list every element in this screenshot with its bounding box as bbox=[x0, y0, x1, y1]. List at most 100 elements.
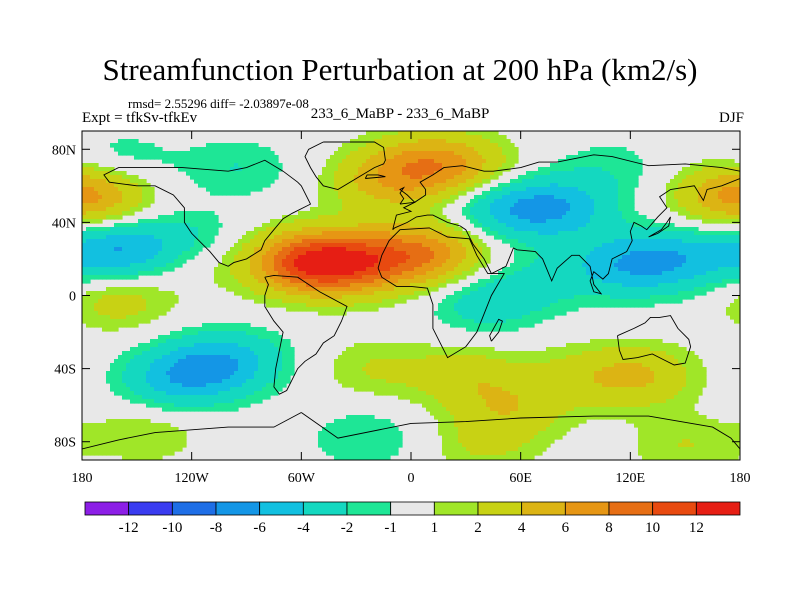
field-cell bbox=[702, 187, 707, 192]
field-cell bbox=[590, 171, 595, 176]
field-cell bbox=[330, 219, 335, 224]
field-cell bbox=[614, 259, 619, 264]
field-cell bbox=[382, 283, 387, 288]
field-cell bbox=[338, 183, 343, 188]
field-cell bbox=[482, 175, 487, 180]
field-cell bbox=[722, 195, 727, 200]
field-cell bbox=[86, 235, 91, 240]
field-cell bbox=[146, 263, 151, 268]
field-cell bbox=[402, 287, 407, 292]
field-cell bbox=[550, 187, 555, 192]
field-cell bbox=[98, 291, 103, 296]
field-cell bbox=[318, 271, 323, 276]
field-cell bbox=[402, 231, 407, 236]
field-cell bbox=[222, 167, 227, 172]
field-cell bbox=[102, 263, 107, 268]
field-cell bbox=[622, 263, 627, 268]
field-cell bbox=[162, 235, 167, 240]
field-cell bbox=[278, 267, 283, 272]
field-cell bbox=[618, 195, 623, 200]
field-cell bbox=[126, 235, 131, 240]
field-cell bbox=[214, 215, 219, 220]
field-cell bbox=[402, 151, 407, 156]
field-cell bbox=[690, 203, 695, 208]
field-cell bbox=[718, 231, 723, 236]
field-cell bbox=[130, 287, 135, 292]
field-cell bbox=[566, 163, 571, 168]
field-cell bbox=[338, 191, 343, 196]
field-cell bbox=[90, 183, 95, 188]
field-cell bbox=[670, 243, 675, 248]
field-cell bbox=[134, 267, 139, 272]
field-cell bbox=[654, 283, 659, 288]
field-cell bbox=[634, 231, 639, 236]
field-cell bbox=[230, 183, 235, 188]
field-cell bbox=[194, 211, 199, 216]
field-cell bbox=[582, 275, 587, 280]
field-cell bbox=[146, 187, 151, 192]
field-cell bbox=[566, 239, 571, 244]
field-cell bbox=[470, 147, 475, 152]
field-cell bbox=[298, 287, 303, 292]
field-cell bbox=[226, 287, 231, 292]
field-cell bbox=[386, 223, 391, 228]
field-cell bbox=[630, 243, 635, 248]
field-cell bbox=[94, 271, 99, 276]
field-cell bbox=[166, 215, 171, 220]
field-cell bbox=[122, 231, 127, 236]
field-cell bbox=[586, 211, 591, 216]
field-cell bbox=[290, 271, 295, 276]
field-cell bbox=[574, 231, 579, 236]
field-cell bbox=[234, 251, 239, 256]
field-cell bbox=[730, 183, 735, 188]
field-cell bbox=[542, 195, 547, 200]
field-cell bbox=[634, 259, 639, 264]
field-cell bbox=[510, 191, 515, 196]
field-cell bbox=[730, 279, 735, 284]
field-cell bbox=[450, 247, 455, 252]
field-cell bbox=[334, 271, 339, 276]
field-cell bbox=[562, 199, 567, 204]
field-cell bbox=[346, 271, 351, 276]
field-cell bbox=[386, 131, 391, 136]
field-cell bbox=[594, 163, 599, 168]
field-cell bbox=[398, 159, 403, 164]
field-cell bbox=[438, 219, 443, 224]
field-cell bbox=[94, 167, 99, 172]
field-cell bbox=[578, 207, 583, 212]
field-cell bbox=[206, 187, 211, 192]
field-cell bbox=[530, 291, 535, 296]
field-cell bbox=[738, 267, 740, 272]
field-cell bbox=[614, 267, 619, 272]
field-cell bbox=[242, 295, 247, 300]
field-cell bbox=[494, 159, 499, 164]
field-cell bbox=[286, 271, 291, 276]
field-cell bbox=[98, 195, 103, 200]
field-cell bbox=[142, 271, 147, 276]
field-cell bbox=[350, 139, 355, 144]
field-cell bbox=[554, 175, 559, 180]
field-cell bbox=[510, 271, 515, 276]
field-cell bbox=[678, 259, 683, 264]
field-cell bbox=[430, 207, 435, 212]
field-cell bbox=[242, 143, 247, 148]
field-cell bbox=[306, 287, 311, 292]
field-cell bbox=[134, 179, 139, 184]
field-cell bbox=[590, 243, 595, 248]
field-cell bbox=[394, 143, 399, 148]
field-cell bbox=[566, 231, 571, 236]
field-cell bbox=[698, 195, 703, 200]
field-cell bbox=[554, 275, 559, 280]
field-cell bbox=[462, 143, 467, 148]
field-cell bbox=[530, 207, 535, 212]
field-cell bbox=[374, 223, 379, 228]
field-cell bbox=[574, 287, 579, 292]
field-cell bbox=[150, 155, 155, 160]
field-cell bbox=[206, 179, 211, 184]
field-cell bbox=[534, 239, 539, 244]
field-cell bbox=[630, 195, 635, 200]
field-cell bbox=[670, 291, 675, 296]
field-cell bbox=[590, 251, 595, 256]
field-cell bbox=[350, 147, 355, 152]
field-cell bbox=[122, 151, 127, 156]
